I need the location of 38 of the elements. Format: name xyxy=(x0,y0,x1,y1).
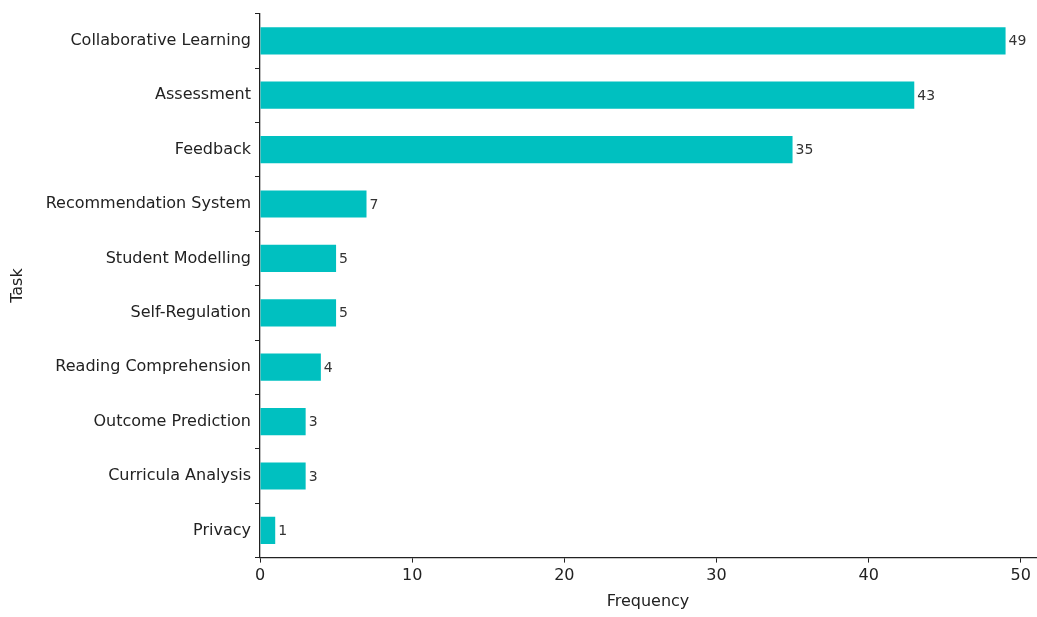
y-tick-label: Recommendation System xyxy=(45,193,251,213)
y-tick-label: Student Modelling xyxy=(105,247,251,267)
data-label: 3 xyxy=(308,467,318,484)
bar xyxy=(260,81,915,109)
x-tick-label: 0 xyxy=(254,565,266,585)
data-label: 1 xyxy=(278,522,288,539)
bar xyxy=(260,244,337,272)
y-tick-label: Privacy xyxy=(193,519,251,539)
y-tick-label: Feedback xyxy=(174,138,252,158)
bar xyxy=(260,136,793,164)
bar xyxy=(260,516,276,544)
bar xyxy=(260,299,337,327)
bar xyxy=(260,462,306,490)
data-label: 43 xyxy=(917,86,936,103)
data-label: 5 xyxy=(339,250,348,267)
y-tick-label: Assessment xyxy=(155,84,251,104)
x-tick-label: 40 xyxy=(858,565,879,585)
bar xyxy=(260,353,321,381)
data-label: 7 xyxy=(369,195,379,212)
y-tick-label: Outcome Prediction xyxy=(93,410,251,430)
y-tick-label: Self-Regulation xyxy=(130,301,251,321)
data-label: 5 xyxy=(339,304,348,321)
x-tick-label: 30 xyxy=(706,565,727,585)
data-label: 49 xyxy=(1008,32,1027,49)
data-label: 3 xyxy=(308,413,318,430)
x-tick-label: 50 xyxy=(1010,565,1031,585)
x-tick-label: 20 xyxy=(554,565,575,585)
y-tick-label: Curricula Analysis xyxy=(108,465,251,485)
y-axis-title: Task xyxy=(6,267,26,304)
y-tick-label: Reading Comprehension xyxy=(55,356,251,376)
bar xyxy=(260,190,367,218)
bar xyxy=(260,408,306,436)
data-label: 35 xyxy=(795,141,814,158)
data-label: 4 xyxy=(323,358,333,375)
y-tick-label: Collaborative Learning xyxy=(70,29,251,49)
x-tick-label: 10 xyxy=(401,565,423,585)
x-axis-title: Frequency xyxy=(606,590,690,610)
bar xyxy=(260,27,1006,55)
